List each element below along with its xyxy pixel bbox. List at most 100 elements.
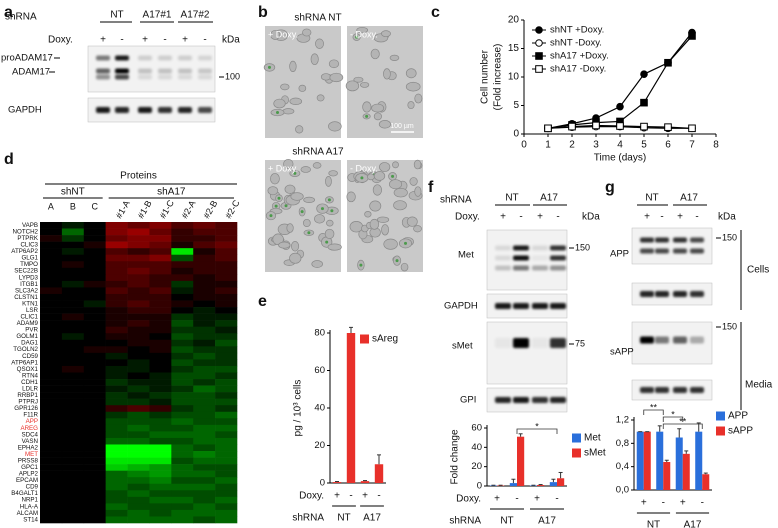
heatmap-cell [40, 411, 63, 419]
point [640, 98, 648, 107]
heatmap-cell [193, 385, 216, 393]
heatmap-cell [193, 483, 216, 491]
cell [381, 224, 390, 236]
heatmap-cell [40, 313, 63, 321]
label: + Doxy. [268, 163, 298, 173]
heatmap-cell [61, 352, 85, 360]
band [640, 248, 654, 254]
bar [549, 482, 557, 486]
band [198, 107, 212, 113]
heatmap-cell [127, 437, 150, 445]
y-tick-label: 0,4 [616, 461, 629, 472]
heatmap-cell [149, 392, 172, 399]
heatmap-cell [215, 457, 238, 465]
panel-letter: b [258, 4, 268, 21]
heatmap-cell [215, 424, 238, 432]
significance: ** [650, 402, 658, 412]
heatmap-cell [215, 516, 238, 524]
significance: * [671, 409, 675, 419]
heatmap-cell [193, 346, 216, 354]
heatmap-cell [149, 398, 172, 406]
heatmap-cell [40, 228, 63, 236]
error-bar [349, 326, 353, 333]
band [96, 74, 110, 80]
y-tick-label: 60 [314, 365, 325, 376]
heatmap-cell [193, 457, 216, 465]
heatmap-cell [171, 509, 194, 517]
heatmap-cell [215, 293, 238, 301]
heatmap-cell [149, 405, 172, 413]
band [178, 68, 192, 74]
heatmap-cell [83, 267, 106, 275]
heatmap-cell [127, 274, 150, 282]
heatmap-cell [61, 464, 85, 471]
heatmap-cell [215, 313, 238, 321]
label: 100 µm [390, 123, 414, 130]
x-tick-label: - [515, 494, 518, 505]
band [115, 74, 129, 80]
cell [349, 221, 364, 233]
heatmap-cell [193, 254, 216, 262]
row-label: LDLR [22, 385, 38, 392]
row-label: GOLM1 [16, 333, 38, 340]
column-label: #1-B [136, 199, 154, 220]
significance-bracket [643, 409, 664, 415]
cell [414, 186, 422, 197]
heatmap-cell [83, 490, 106, 498]
gfp-dot [330, 209, 334, 213]
band [495, 245, 511, 251]
heatmap-cell [40, 424, 63, 432]
heatmap-cell [83, 418, 106, 426]
column-label: C [91, 201, 98, 211]
label: A17#1 [143, 10, 172, 21]
point [616, 102, 624, 111]
heatmap-cell [105, 352, 128, 360]
heatmap-cell [61, 222, 85, 229]
heatmap-cell [105, 326, 128, 334]
band [495, 338, 511, 348]
cell [302, 28, 312, 37]
heatmap-cell [40, 516, 63, 524]
row-label: LYPD3 [19, 274, 39, 281]
heatmap-cell [105, 274, 128, 282]
cell [325, 176, 332, 187]
y-axis-label: pg / 10³ cells [293, 380, 304, 437]
heatmap-cell [193, 424, 216, 432]
heatmap-cell [193, 280, 216, 288]
heatmap-cell [127, 503, 150, 511]
heatmap-cell [215, 398, 238, 406]
legend-label: shNT +Doxy. [550, 25, 604, 36]
cell [393, 187, 408, 198]
y-tick-label: 1,2 [616, 415, 629, 426]
heatmap-cell [127, 411, 150, 419]
heatmap-cell [171, 346, 194, 354]
error-bar [511, 478, 516, 484]
label: - Doxy. [350, 29, 378, 39]
heatmap-cell [149, 477, 172, 485]
heatmap-cell [127, 359, 150, 367]
row-label: PTPRJ [18, 399, 38, 406]
heatmap-cell [149, 385, 172, 393]
label: 150 [722, 232, 737, 242]
heatmap-cell [127, 333, 150, 341]
heatmap-cell [215, 444, 238, 452]
bar [360, 481, 370, 483]
heatmap-cell [127, 267, 150, 275]
heatmap-cell [171, 248, 194, 256]
gfp-dot [359, 263, 363, 267]
heatmap-cell [61, 261, 85, 269]
heatmap-cell [105, 405, 128, 413]
heatmap-cell [83, 464, 106, 471]
band [138, 55, 152, 61]
heatmap-cell [105, 385, 128, 393]
heatmap-cell [61, 241, 85, 249]
heatmap-cell [215, 483, 238, 491]
y-tick-label: 0,0 [616, 485, 629, 496]
legend-marker [535, 26, 543, 34]
heatmap-cell [215, 254, 238, 262]
gfp-dot [360, 176, 364, 180]
bar [517, 436, 525, 486]
heatmap-cell [193, 222, 216, 229]
bar [643, 431, 651, 490]
heatmap-cell [171, 405, 194, 413]
